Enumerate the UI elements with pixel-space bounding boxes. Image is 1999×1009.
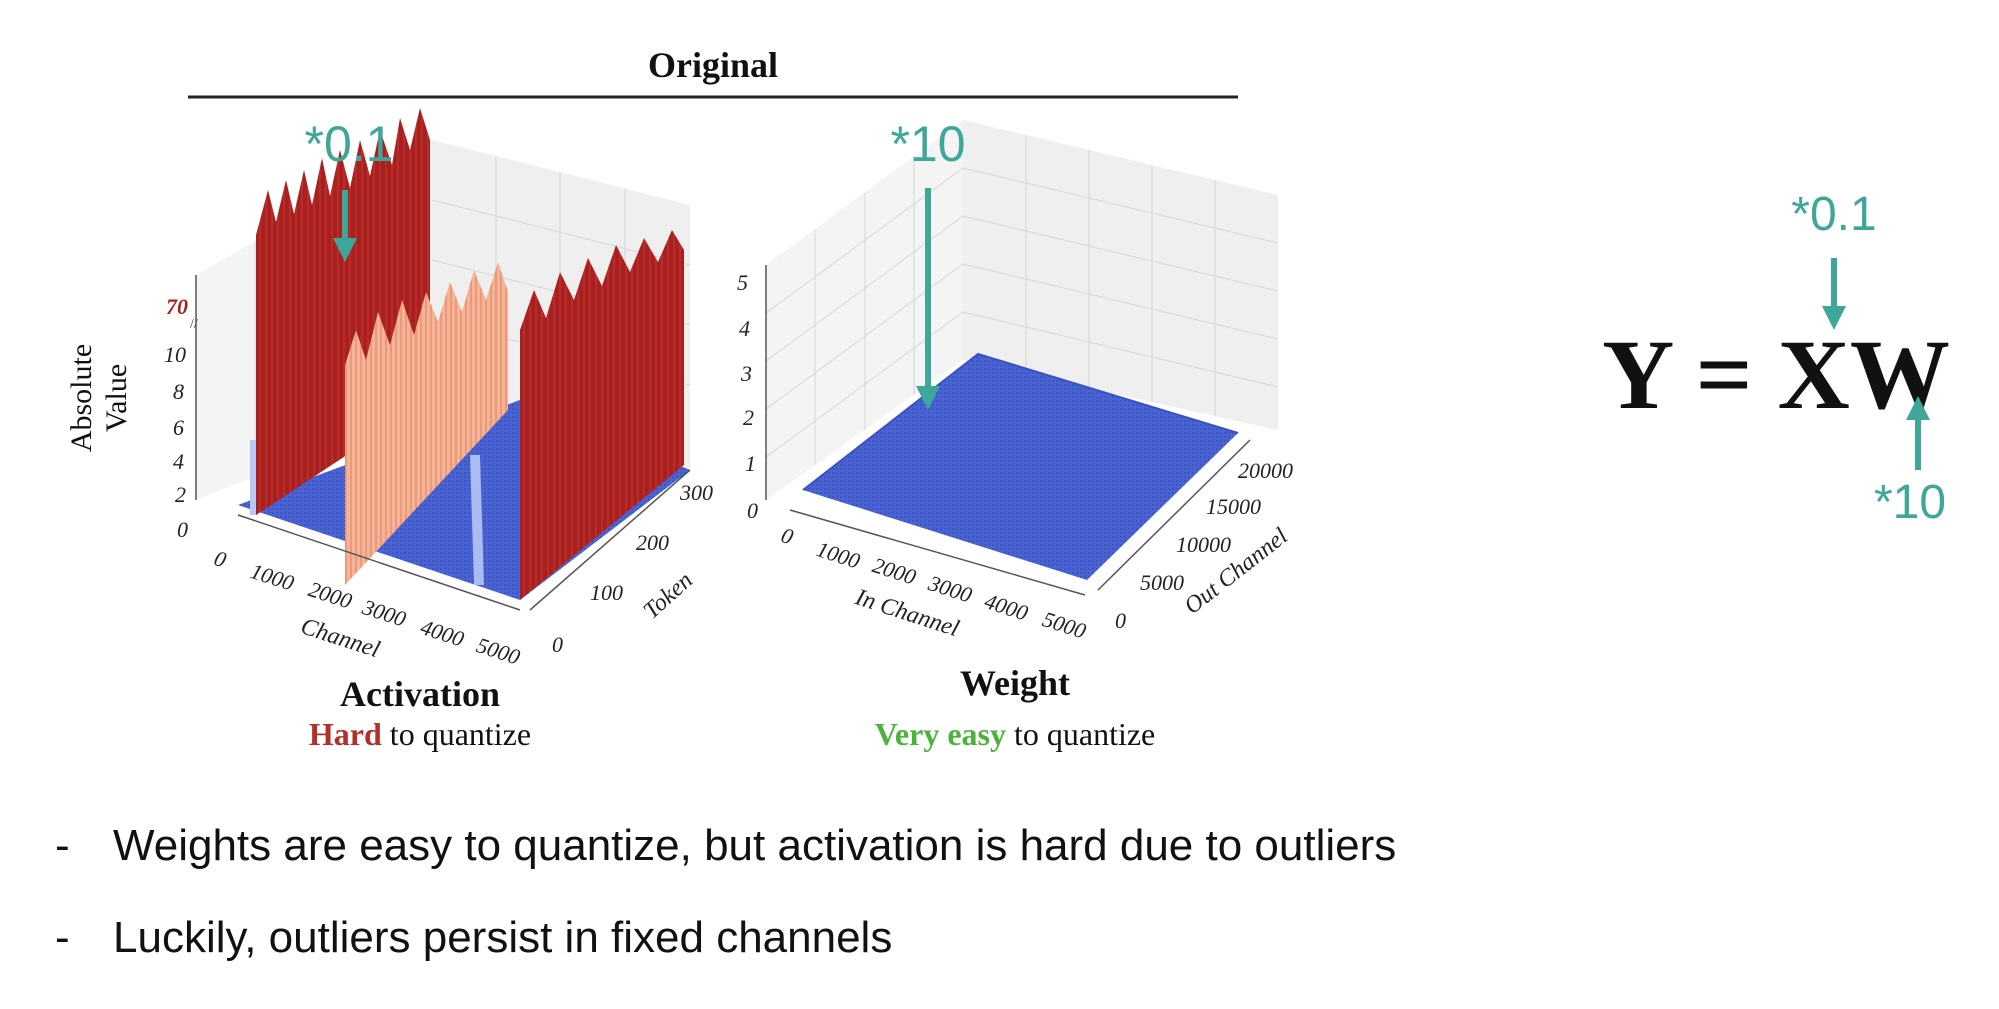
activation-caption-title: Activation (340, 674, 500, 714)
activation-low-spike (470, 455, 484, 585)
activation-z-tick: 10 (164, 342, 186, 367)
activation-channel-tick: 4000 (418, 614, 468, 651)
weight-in-tick: 4000 (982, 588, 1032, 625)
activation-channel-tick: 0 (211, 545, 229, 572)
weight-out-tick: 15000 (1206, 494, 1261, 519)
weight-out-tick: 20000 (1238, 458, 1293, 483)
activation-scale-label: *0.1 (305, 116, 394, 172)
activation-z-tick: 0 (177, 517, 188, 542)
weight-z-tick: 4 (739, 316, 750, 341)
activation-z-tick: 2 (175, 482, 186, 507)
weight-z-tick: 0 (747, 498, 758, 523)
weight-out-tick: 10000 (1176, 532, 1231, 557)
activation-token-tick: 100 (590, 580, 623, 605)
bullet-text: Luckily, outliers persist in fixed chann… (113, 913, 893, 962)
activation-channel-tick: 5000 (474, 632, 524, 669)
equation-bottom-scale: *10 (1874, 476, 1946, 529)
weight-in-tick: 2000 (870, 552, 920, 589)
weight-in-tick: 5000 (1040, 606, 1090, 643)
activation-token-label: Token (639, 567, 698, 624)
bullet-item: - Weights are easy to quantize, but activ… (55, 821, 1396, 871)
bullet-text: Weights are easy to quantize, but activa… (113, 821, 1397, 870)
activation-salmon-wall (345, 262, 508, 585)
weight-z-tick: 3 (740, 361, 752, 386)
activation-z-tick: 6 (173, 415, 184, 440)
weight-scale-label: *10 (890, 116, 965, 172)
activation-caption-rest: to quantize (382, 716, 531, 752)
weight-out-tick: 5000 (1140, 570, 1184, 595)
bullet-dash: - (55, 821, 70, 870)
activation-z-tick-outlier: 70 (166, 294, 188, 319)
weight-plot (765, 120, 1279, 596)
weight-z-tick: 5 (737, 270, 748, 295)
weight-out-tick: 0 (1115, 608, 1126, 633)
activation-channel-tick: 3000 (359, 594, 410, 632)
activation-token-tick: 200 (636, 530, 669, 555)
activation-token-tick: 0 (552, 632, 563, 657)
weight-z-tick: 1 (745, 451, 756, 476)
bullet-dash: - (55, 913, 70, 962)
activation-z-tick: 8 (173, 379, 184, 404)
weight-in-tick: 3000 (925, 570, 976, 608)
weight-caption: Very easy to quantize (875, 716, 1156, 752)
activation-caption: Hard to quantize (309, 716, 531, 752)
weight-in-tick: 1000 (814, 536, 864, 573)
weight-caption-rest: to quantize (1006, 716, 1155, 752)
weight-caption-title: Weight (960, 663, 1070, 703)
activation-token-tick: 300 (679, 480, 713, 505)
activation-z-break-mark: // (190, 317, 198, 332)
activation-z-axis-label: Absolute (65, 344, 98, 452)
equation: Y = XW (1602, 319, 1950, 430)
activation-outlier-wall (520, 230, 684, 600)
activation-z-tick: 4 (173, 449, 184, 474)
title: Original (648, 45, 778, 85)
weight-back-pane (963, 120, 1278, 430)
weight-caption-emph: Very easy (875, 716, 1006, 752)
activation-channel-tick: 1000 (248, 558, 298, 595)
weight-in-tick: 0 (778, 522, 796, 549)
weight-z-tick: 2 (743, 405, 754, 430)
activation-caption-emph: Hard (309, 716, 382, 752)
bullet-item: - Luckily, outliers persist in fixed chan… (55, 913, 892, 963)
activation-z-axis-label: Value (100, 364, 133, 432)
equation-top-scale: *0.1 (1791, 188, 1876, 241)
weight-surface (803, 354, 1238, 580)
activation-plot (195, 108, 691, 611)
